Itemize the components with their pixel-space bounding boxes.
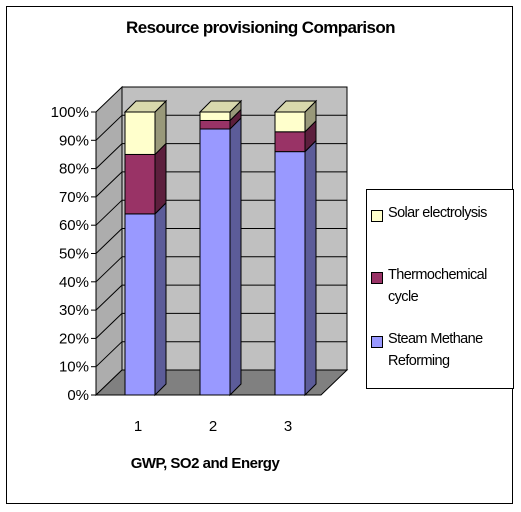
legend-label: Steam Methane Reforming — [388, 331, 483, 369]
bar-front — [124, 111, 156, 155]
bar-front — [274, 151, 306, 396]
legend-label: Thermochemical cycle — [388, 267, 487, 305]
bar-top — [198, 100, 243, 113]
chart-title: Resource provisioning Comparison — [126, 18, 396, 37]
bar-segment — [124, 201, 167, 397]
gridline — [95, 256, 123, 283]
legend-swatch — [371, 210, 383, 222]
gridline — [95, 143, 123, 169]
bar-segment — [198, 99, 243, 122]
bar-front — [199, 119, 231, 130]
bar-front — [199, 111, 231, 121]
legend-label: Solar electrolysis — [388, 205, 487, 221]
x-tick-label: 3 — [284, 418, 292, 435]
bar-top — [273, 100, 318, 113]
legend-swatch — [371, 336, 383, 348]
bar-front — [124, 213, 156, 396]
y-axis-ticks: 0% 10% 20% 30% 40% 50% 60% 70% 80% 90% 100% — [51, 104, 321, 404]
legend: Solar electrolysis Thermochemical cycle … — [366, 189, 514, 389]
y-tick-label: 20% — [59, 330, 89, 347]
x-tick-label: 2 — [209, 418, 217, 435]
bar-segment — [123, 99, 168, 156]
y-tick-label: 40% — [59, 274, 89, 291]
bar-front — [274, 131, 306, 153]
bar-top — [123, 100, 168, 113]
gridline — [95, 228, 123, 254]
chart-bars — [123, 99, 318, 397]
gridline — [95, 171, 123, 198]
bar-front — [199, 128, 231, 396]
x-axis-title: GWP, SO2 and Energy — [131, 455, 281, 472]
bar-front — [124, 153, 156, 215]
gridline — [95, 341, 123, 368]
gridline — [95, 114, 123, 141]
gridline — [95, 199, 123, 226]
y-tick-label: 0% — [67, 387, 89, 404]
x-axis-ticks: 1 2 3 — [134, 418, 292, 435]
y-tick-label: 80% — [59, 161, 89, 178]
bar-side — [154, 142, 167, 216]
gridline — [95, 284, 123, 311]
bar-side — [304, 139, 317, 397]
y-tick-label: 30% — [59, 302, 89, 319]
bar-segment — [273, 99, 318, 134]
y-tick-label: 10% — [59, 359, 89, 376]
y-tick-label: 60% — [59, 217, 89, 234]
y-tick-label: 50% — [59, 246, 89, 263]
legend-item-steam-methane-reforming: Steam Methane Reforming — [371, 331, 513, 372]
legend-item-solar-electrolysis: Solar electrolysis — [371, 205, 513, 224]
y-tick-label: 70% — [59, 189, 89, 206]
y-tick-label: 100% — [51, 104, 89, 121]
bar-segment — [274, 139, 317, 397]
y-tick-label: 90% — [59, 132, 89, 149]
bar-segment — [199, 116, 242, 397]
bar-segment — [124, 142, 167, 216]
legend-item-thermochemical-cycle: Thermochemical cycle — [371, 267, 513, 308]
bar-front — [274, 111, 306, 133]
x-tick-label: 1 — [134, 418, 142, 435]
gridline — [95, 313, 123, 339]
legend-swatch — [371, 272, 383, 284]
bar-side — [229, 116, 242, 397]
bar-side — [154, 201, 167, 397]
